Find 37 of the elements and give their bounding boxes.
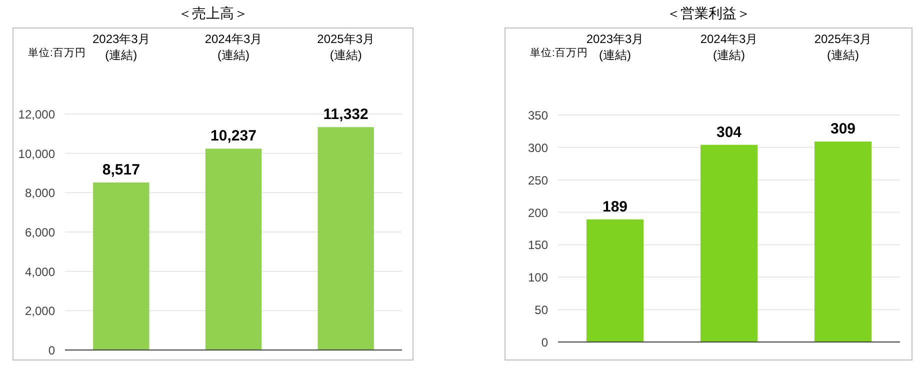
text: 単位:百万円 (28, 47, 86, 59)
data-label: 10,237 (210, 128, 256, 145)
data-label: 189 (602, 198, 628, 216)
data-label: 8,517 (102, 162, 140, 178)
y-tick-label: 350 (528, 108, 548, 122)
y-tick-label: 12,000 (18, 108, 56, 122)
y-tick-label: 50 (534, 303, 548, 318)
x-tick-label: 2023年3月 (連結) (586, 32, 644, 62)
text: 単位:百万円 (530, 47, 588, 59)
y-tick-label: 4,000 (24, 264, 56, 279)
y-tick-label: 300 (528, 140, 548, 155)
chart-title: ＜営業利益＞ (666, 5, 750, 21)
y-tick-label: 100 (528, 270, 548, 285)
y-tick-label: 10,000 (18, 146, 56, 161)
data-label: 304 (716, 124, 742, 141)
chart-title: ＜売上高＞ (178, 5, 248, 21)
y-tick-label: 150 (528, 238, 548, 252)
y-tick-label: 0 (48, 344, 56, 358)
bar (586, 219, 644, 342)
data-label: 11,332 (323, 106, 368, 124)
bar (93, 182, 150, 350)
x-tick-label: 2024年3月 (連結) (700, 32, 758, 62)
y-tick-label: 0 (541, 336, 548, 350)
y-tick-label: 8,000 (24, 186, 56, 200)
data-label: 309 (830, 120, 856, 138)
x-tick-label: 2025年3月 (連結) (814, 32, 872, 62)
bar (318, 127, 374, 350)
y-tick-label: 200 (528, 206, 548, 220)
bar (205, 148, 262, 350)
y-tick-label: 2,000 (24, 304, 56, 318)
y-tick-label: 6,000 (24, 226, 56, 240)
x-tick-label: 2023年3月 (連結) (92, 32, 150, 62)
y-tick-label: 250 (528, 173, 548, 188)
x-tick-label: 2024年3月 (連結) (204, 32, 262, 62)
bar (700, 144, 758, 342)
x-tick-label: 2025年3月 (連結) (317, 32, 375, 62)
bar (814, 142, 872, 342)
